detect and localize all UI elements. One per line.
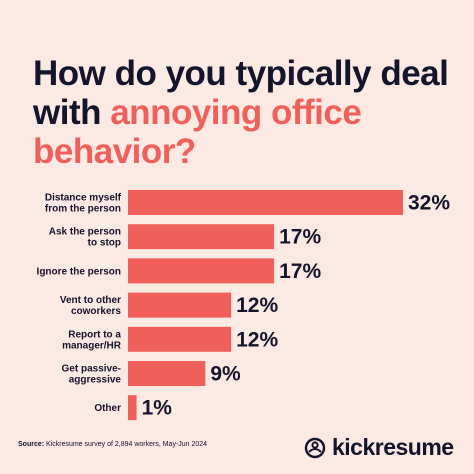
- source-note: Source: Kickresume survey of 2,894 worke…: [18, 441, 208, 448]
- category-label-5-1: aggressive: [69, 375, 122, 386]
- kickresume-logo-icon: [304, 437, 326, 458]
- bar-6: [128, 395, 137, 421]
- category-label-5-0: Get passive-: [62, 364, 121, 375]
- category-label-4-0: Report to a: [68, 329, 121, 340]
- category-label-2-0: Ignore the person: [37, 266, 121, 277]
- category-label-4-1: manager/HR: [62, 340, 122, 351]
- title-text: How do you typically deal with: [33, 54, 449, 132]
- category-label-0-0: Distance myself: [45, 193, 122, 204]
- value-label-3: 12%: [236, 294, 278, 317]
- value-label-5: 9%: [210, 363, 241, 386]
- category-label-1-1: to stop: [88, 238, 121, 249]
- title-accent-text: annoying office behavior?: [33, 93, 362, 171]
- brand-logo: kickresume: [304, 434, 454, 461]
- value-label-2: 17%: [279, 260, 321, 283]
- category-label-6-0: Other: [94, 403, 121, 414]
- category-label-3-0: Vent to other: [60, 295, 121, 306]
- value-label-6: 1%: [142, 397, 173, 420]
- value-label-0: 32%: [408, 192, 450, 215]
- bar-3: [128, 292, 232, 318]
- bar-4: [128, 326, 232, 352]
- category-label-0-1: from the person: [45, 204, 121, 215]
- bar-5: [128, 361, 206, 386]
- value-label-4: 12%: [236, 328, 278, 351]
- bar-2: [128, 258, 275, 284]
- bar-0: [128, 190, 403, 215]
- category-label-3-1: coworkers: [71, 306, 121, 317]
- bar-1: [128, 224, 275, 250]
- brand-name: kickresume: [332, 434, 454, 460]
- chart-title: How do you typically deal with annoying …: [33, 54, 453, 171]
- value-label-1: 17%: [279, 226, 321, 249]
- category-label-1-0: Ask the person: [49, 227, 121, 238]
